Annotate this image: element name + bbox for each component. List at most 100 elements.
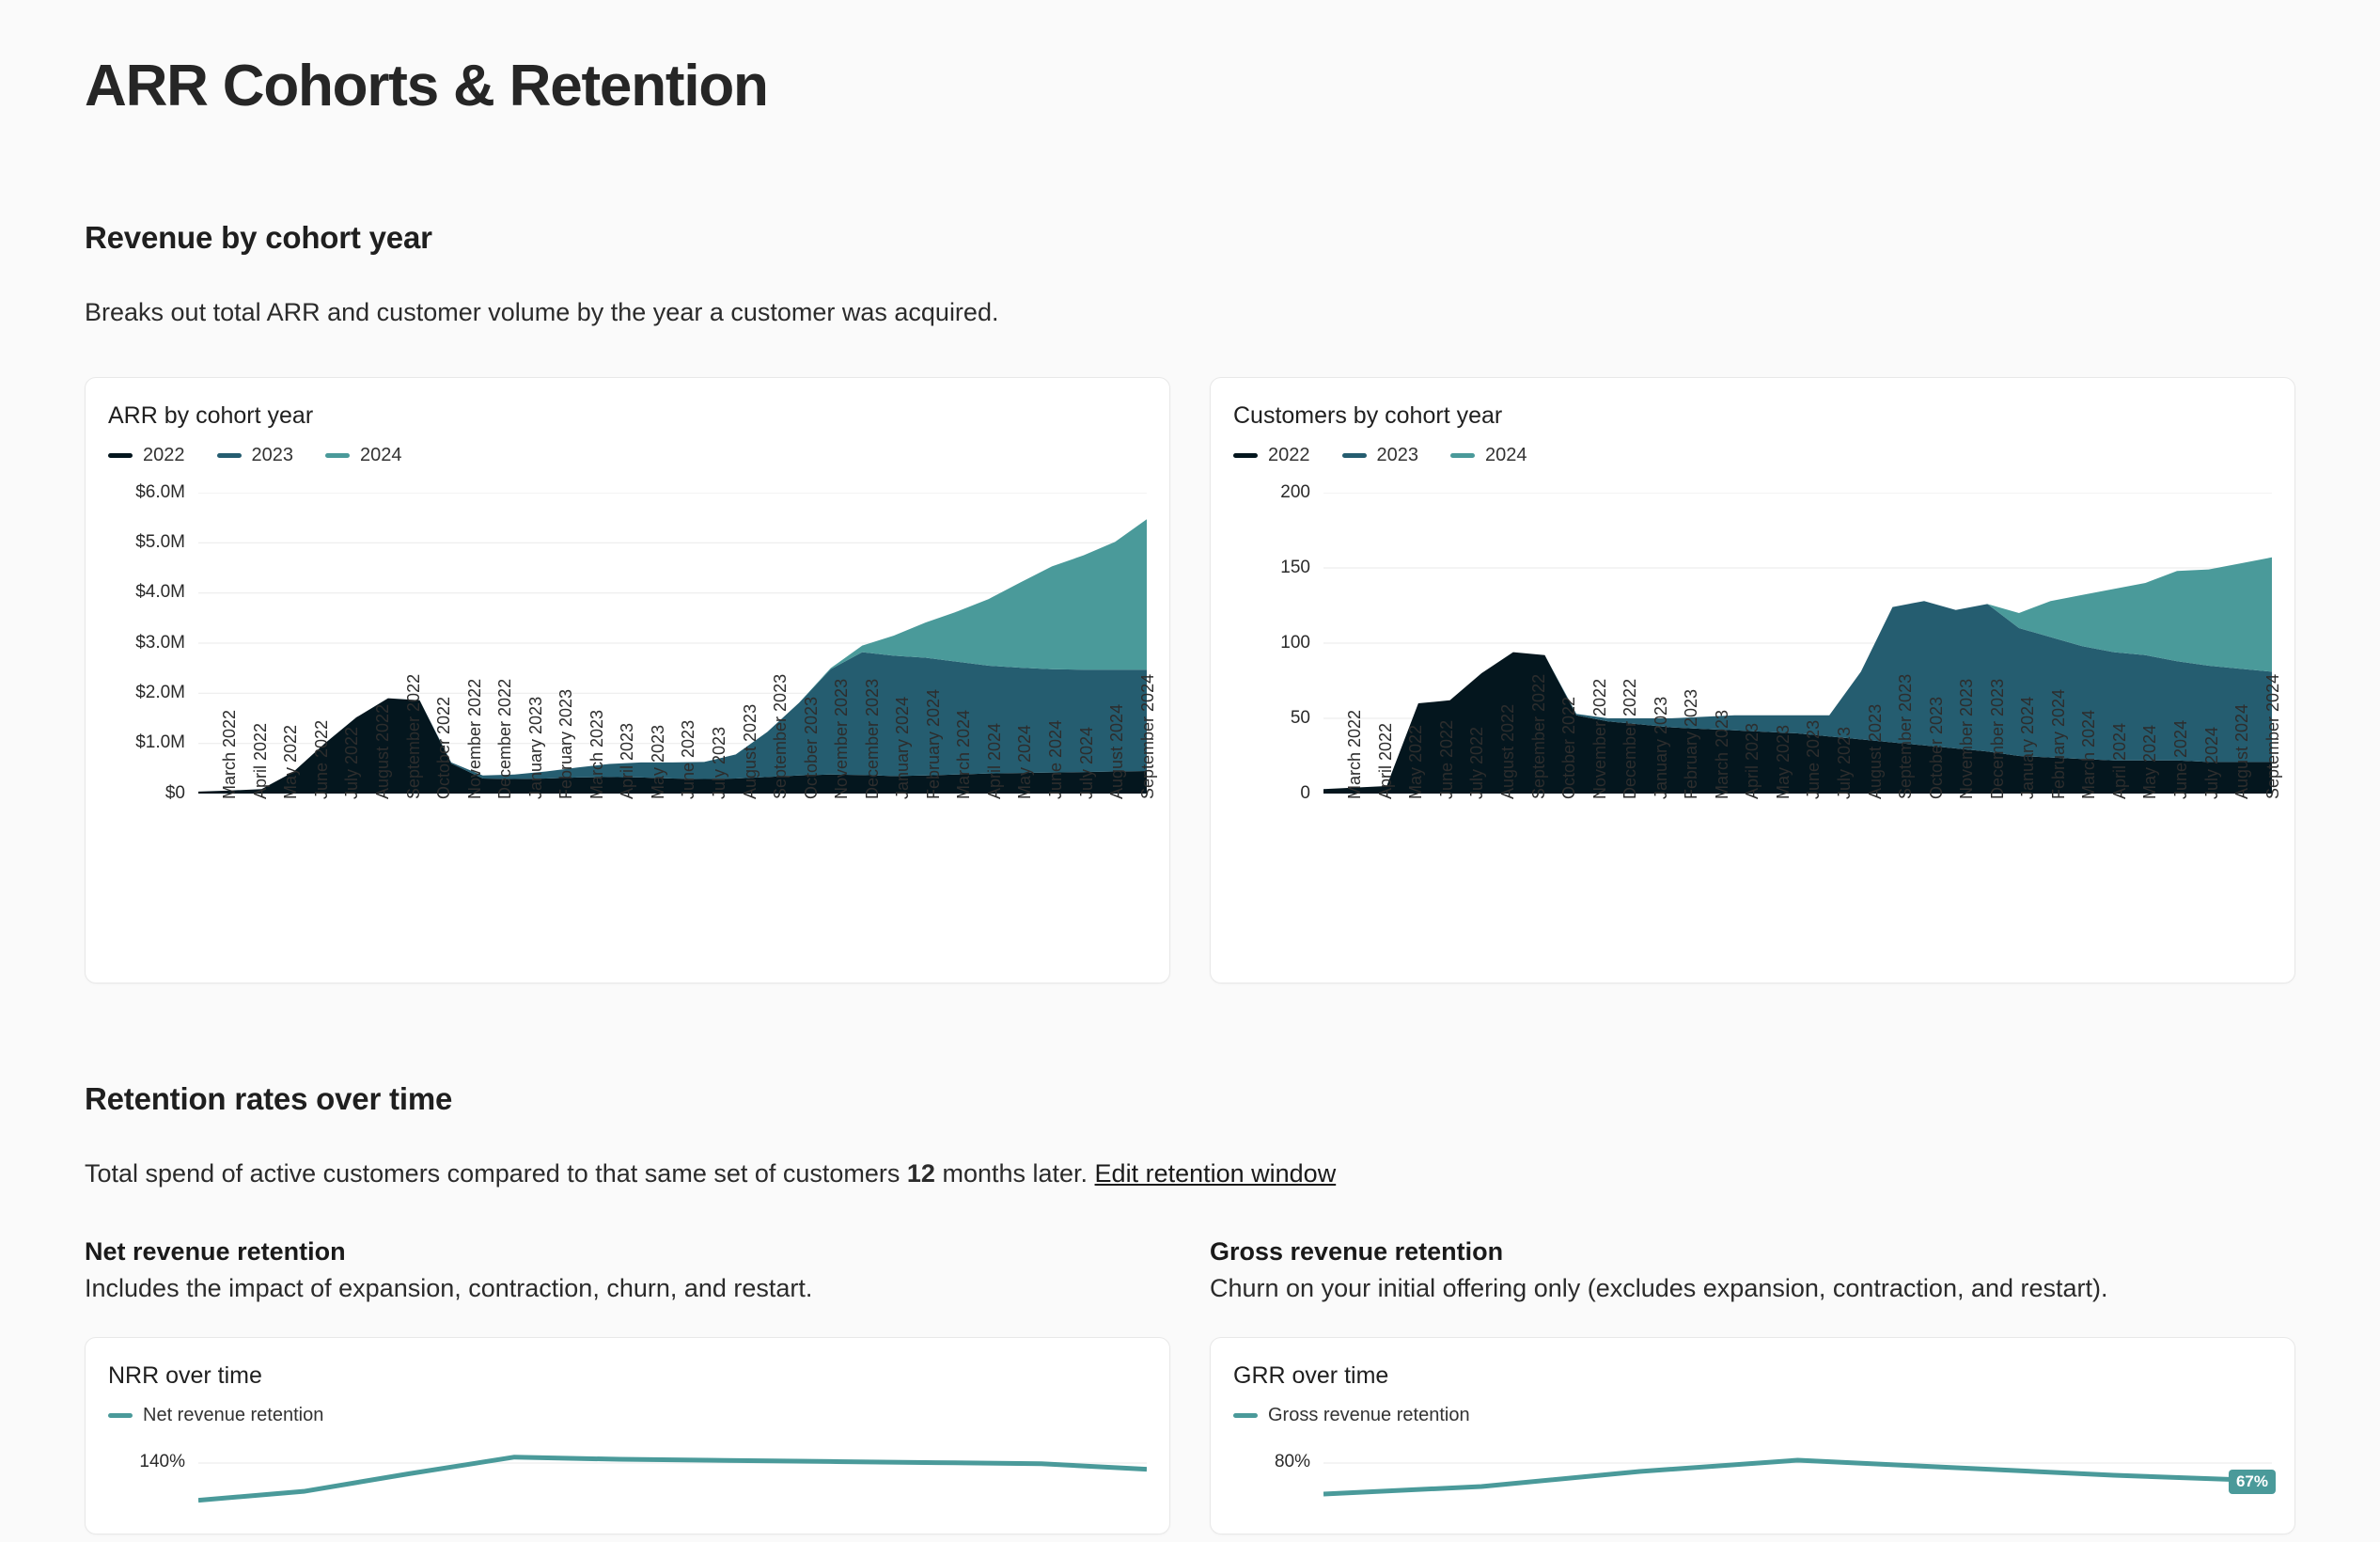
y-axis-nrr: 140% (108, 1452, 198, 1509)
x-tick-0: March 2022 (1345, 709, 1365, 799)
legend-label-2022: 2022 (143, 444, 185, 465)
x-tick-26: May 2024 (2140, 724, 2160, 799)
x-tick-6: September 2022 (1528, 673, 1548, 799)
legend-item-2022[interactable]: 2022 (1233, 445, 1310, 466)
legend-item-2022[interactable]: 2022 (108, 445, 185, 466)
plot-area-customers[interactable] (1323, 493, 2272, 794)
grr-value-badge: 67% (2228, 1470, 2276, 1495)
x-tick-7: October 2022 (1559, 696, 1579, 799)
plot-wrap-customers: 200 150 100 50 0 (1233, 482, 2272, 803)
x-tick-9: December 2022 (1621, 678, 1640, 799)
x-tick-19: October 2023 (1926, 696, 1946, 799)
y-tick-0: 200 (1280, 481, 1310, 502)
chart-title-grr: GRR over time (1233, 1362, 1389, 1390)
legend-swatch-2022 (1233, 452, 1258, 458)
x-tick-2: May 2022 (281, 724, 301, 799)
x-tick-2: May 2022 (1406, 724, 1426, 799)
y-tick-4: $2.0M (135, 682, 185, 702)
edit-retention-window-link[interactable]: Edit retention window (1094, 1158, 1337, 1188)
plot-wrap-nrr: 140% (108, 1452, 1147, 1509)
retention-col-grr: Gross revenue retention Churn on your in… (1210, 1237, 2295, 1303)
retention-desc-pre: Total spend of active customers compared… (85, 1158, 907, 1188)
retention-chart-row: NRR over time Net revenue retention 140% (85, 1337, 2295, 1535)
plot-area-nrr[interactable] (198, 1453, 1147, 1509)
x-tick-11: February 2023 (1682, 688, 1701, 799)
card-grr-over-time: GRR over time Gross revenue retention 80… (1210, 1337, 2295, 1535)
section-description-revenue: Breaks out total ARR and customer volume… (85, 298, 999, 327)
x-tick-14: May 2023 (1773, 724, 1793, 799)
x-tick-26: May 2024 (1015, 724, 1035, 799)
legend-item-2024[interactable]: 2024 (325, 445, 402, 466)
legend-label-grr: Gross revenue retention (1268, 1405, 1470, 1426)
x-tick-16: July 2023 (710, 726, 729, 799)
card-arr-by-cohort-year: ARR by cohort year 2022 2023 2024 (85, 376, 1170, 983)
x-tick-9: December 2022 (495, 678, 515, 799)
legend-item-gross-revenue-retention[interactable]: Gross revenue retention (1233, 1405, 1470, 1426)
legend-item-2024[interactable]: 2024 (1450, 445, 1527, 466)
x-tick-28: July 2024 (2201, 726, 2221, 799)
y-tick-6: $0 (164, 782, 185, 803)
x-tick-15: June 2023 (679, 719, 698, 799)
x-tick-30: September 2024 (2263, 673, 2282, 799)
x-tick-3: June 2022 (311, 719, 331, 799)
legend-label-2023: 2023 (251, 444, 294, 465)
x-tick-5: August 2022 (1498, 703, 1517, 799)
retention-subheadings-row: Net revenue retention Includes the impac… (85, 1237, 2295, 1303)
x-tick-23: February 2024 (923, 688, 943, 799)
x-tick-19: October 2023 (801, 696, 821, 799)
x-tick-16: July 2023 (1835, 726, 1855, 799)
section-heading-revenue: Revenue by cohort year (85, 220, 432, 256)
subheading-nrr: Net revenue retention (85, 1237, 346, 1267)
plot-area-grr[interactable]: 67% (1323, 1453, 2276, 1509)
x-tick-20: November 2023 (832, 678, 852, 799)
y-tick-2: $4.0M (135, 582, 185, 603)
x-tick-17: August 2023 (1865, 703, 1885, 799)
x-tick-24: March 2024 (954, 709, 974, 799)
chart-title-nrr: NRR over time (108, 1362, 262, 1390)
x-tick-11: February 2023 (556, 688, 576, 799)
x-tick-30: September 2024 (1137, 673, 1157, 799)
legend-label-2022: 2022 (1268, 444, 1310, 465)
x-tick-1: April 2022 (1375, 722, 1395, 799)
legend-item-2023[interactable]: 2023 (216, 444, 294, 466)
chart-svg-nrr (198, 1453, 1147, 1509)
x-tick-5: August 2022 (373, 703, 392, 799)
subdesc-nrr: Includes the impact of expansion, contra… (85, 1274, 813, 1303)
x-tick-6: September 2022 (403, 673, 423, 799)
y-tick-1: 150 (1280, 557, 1310, 577)
y-axis-grr: 80% (1233, 1452, 1323, 1509)
x-tick-25: April 2024 (2109, 722, 2129, 799)
subdesc-grr: Churn on your initial offering only (exc… (1210, 1274, 2108, 1303)
x-tick-28: July 2024 (1076, 726, 1096, 799)
chart-svg-arr (198, 493, 1147, 794)
legend-swatch-2022 (108, 452, 133, 458)
x-tick-8: November 2022 (1589, 678, 1609, 799)
section-retention-rates: Retention rates over time Total spend of… (85, 1081, 2295, 1535)
x-tick-7: October 2022 (434, 696, 454, 799)
x-tick-1: April 2022 (250, 722, 270, 799)
chart-title-arr: ARR by cohort year (108, 401, 314, 429)
legend-label-nrr: Net revenue retention (143, 1405, 324, 1426)
x-tick-21: December 2023 (1987, 678, 2007, 799)
x-tick-14: May 2023 (648, 724, 667, 799)
x-tick-25: April 2024 (984, 722, 1004, 799)
x-tick-18: September 2023 (771, 673, 791, 799)
y-tick-nrr-0: 140% (139, 1452, 185, 1472)
retention-desc-post: months later. (934, 1158, 1095, 1188)
x-tick-4: July 2022 (342, 726, 362, 799)
legend-swatch-nrr (108, 1413, 133, 1419)
legend-label-2024: 2024 (1485, 444, 1527, 465)
x-tick-22: January 2024 (2018, 696, 2038, 799)
x-tick-15: June 2023 (1804, 719, 1824, 799)
legend-label-2023: 2023 (1376, 444, 1419, 465)
legend-item-2023[interactable]: 2023 (1341, 444, 1419, 466)
y-tick-2: 100 (1280, 632, 1310, 653)
x-tick-27: June 2024 (1046, 719, 1066, 799)
y-tick-4: 0 (1300, 782, 1310, 803)
legend-item-net-revenue-retention[interactable]: Net revenue retention (108, 1405, 323, 1426)
section-description-retention: Total spend of active customers compared… (85, 1156, 2295, 1190)
chart-svg-grr (1323, 1453, 2272, 1509)
plot-area-arr[interactable] (198, 493, 1147, 794)
y-tick-3: 50 (1290, 707, 1310, 728)
